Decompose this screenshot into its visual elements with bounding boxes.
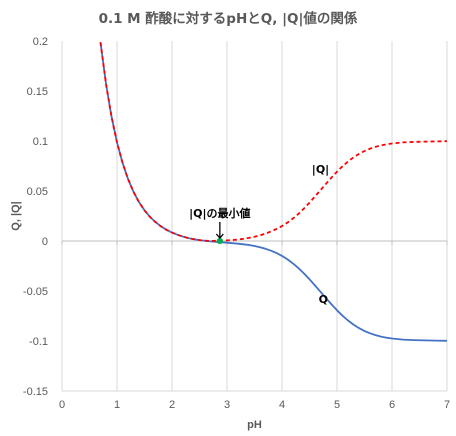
annotation-arrow-head [215,233,224,239]
x-tick-label: 4 [279,399,285,411]
y-tick-label: -0.15 [23,386,48,398]
x-tick-label: 3 [224,399,230,411]
x-tick-label: 1 [114,399,120,411]
x-tick-label: 7 [444,399,450,411]
y-tick-label: 0.2 [33,36,48,48]
annotation-min-label: |Q|の最小値 [189,206,250,220]
y-tick-label: 0.15 [27,86,48,98]
annotation-abs-q-label: |Q| [312,163,329,176]
y-tick-label: 0.05 [27,186,48,198]
x-axis-title: pH [247,419,262,431]
y-tick-label: 0 [42,236,48,248]
min-point-marker [216,237,223,245]
x-tick-label: 6 [389,399,395,411]
series-q-line [99,42,448,342]
y-axis-title: Q, |Q| [10,201,22,230]
x-tick-label: 2 [169,399,175,411]
y-tick-label: -0.05 [23,286,48,298]
x-tick-label: 5 [334,399,340,411]
x-tick-label: 0 [59,399,65,411]
annotation-q-label: Q [319,293,328,306]
series-abs-q-line [99,42,448,242]
y-tick-label: -0.1 [29,336,48,348]
chart-title: 0.1 M 酢酸に対するpHとQ, |Q|値の関係 [98,11,358,27]
y-tick-label: 0.1 [33,136,48,148]
